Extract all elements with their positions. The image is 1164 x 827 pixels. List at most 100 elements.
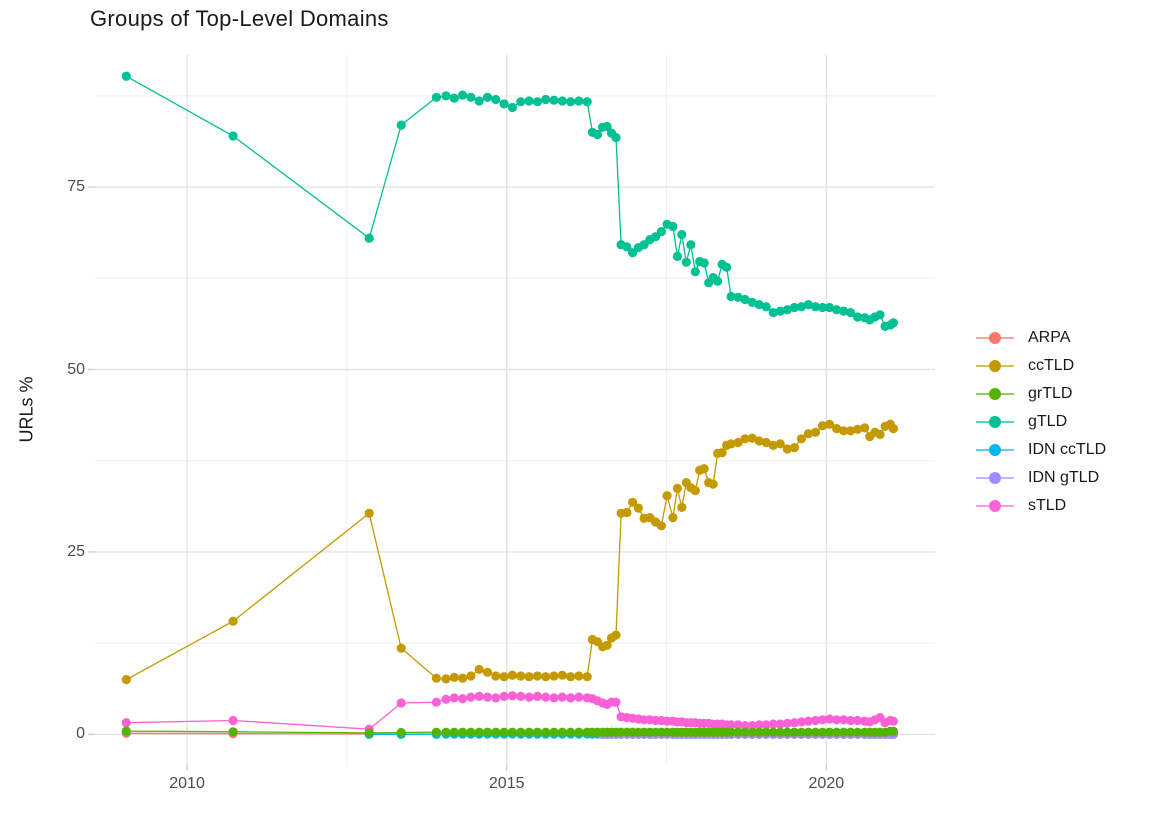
data-point xyxy=(726,727,736,737)
data-point xyxy=(853,727,863,737)
data-point xyxy=(839,306,849,316)
data-point xyxy=(782,727,792,737)
data-point xyxy=(611,630,621,640)
data-point xyxy=(681,257,691,267)
data-point xyxy=(690,486,700,496)
data-point xyxy=(888,726,899,737)
data-point xyxy=(121,718,131,728)
legend-entry-sTLD: sTLD xyxy=(976,492,1106,520)
data-point xyxy=(677,229,687,240)
data-point xyxy=(789,718,800,728)
data-point xyxy=(524,727,534,737)
data-point xyxy=(810,302,821,312)
data-point xyxy=(817,302,828,313)
data-point xyxy=(441,694,451,704)
chart-title: Groups of Top-Level Domains xyxy=(90,6,389,31)
data-point xyxy=(602,121,612,132)
data-point xyxy=(668,221,678,232)
data-point xyxy=(499,99,509,109)
series-ccTLD xyxy=(121,419,899,685)
data-point xyxy=(699,464,709,474)
data-point xyxy=(733,292,743,302)
data-point xyxy=(532,671,543,681)
data-point xyxy=(574,727,584,737)
data-point xyxy=(875,310,885,320)
data-point xyxy=(824,714,835,724)
data-point xyxy=(458,727,468,737)
data-point xyxy=(747,727,757,737)
data-point xyxy=(817,421,828,431)
data-point xyxy=(566,727,576,737)
data-point xyxy=(474,96,484,106)
data-point xyxy=(482,92,493,102)
data-point xyxy=(782,444,792,454)
data-point xyxy=(677,502,687,512)
data-point xyxy=(628,497,638,507)
data-point xyxy=(507,102,517,113)
data-point xyxy=(853,312,863,322)
data-point xyxy=(474,691,484,702)
data-point xyxy=(796,434,807,444)
data-point xyxy=(458,90,468,100)
legend-key-icon xyxy=(976,415,1014,429)
data-point xyxy=(524,672,534,682)
data-point xyxy=(839,426,849,436)
data-point xyxy=(549,671,559,681)
data-point xyxy=(228,715,238,726)
y-tick-label: 75 xyxy=(67,178,85,196)
data-point xyxy=(824,302,835,313)
data-point xyxy=(431,673,441,683)
data-point xyxy=(832,715,842,725)
series-grTLD xyxy=(121,726,899,738)
data-point xyxy=(364,508,374,518)
data-point xyxy=(824,419,835,429)
legend-label: sTLD xyxy=(1028,497,1067,514)
legend-key-icon xyxy=(976,499,1014,513)
data-point xyxy=(228,131,238,141)
data-point xyxy=(726,439,736,449)
data-point xyxy=(747,297,757,307)
data-point xyxy=(516,671,526,681)
data-point xyxy=(726,291,736,302)
data-point xyxy=(846,715,856,726)
data-point xyxy=(846,426,856,436)
data-point xyxy=(396,643,406,653)
data-point xyxy=(846,727,856,737)
data-point xyxy=(611,132,621,143)
data-point xyxy=(789,443,800,453)
y-tick-label: 50 xyxy=(67,360,85,378)
x-tick-label: 2015 xyxy=(488,775,525,792)
data-point xyxy=(796,302,807,312)
data-point xyxy=(740,721,750,731)
data-point xyxy=(574,96,584,106)
data-point xyxy=(839,727,849,737)
data-point xyxy=(622,507,632,518)
legend-entry-grTLD: grTLD xyxy=(976,380,1106,408)
data-point xyxy=(466,671,476,681)
data-point xyxy=(782,718,792,729)
data-point xyxy=(574,692,584,702)
data-point xyxy=(499,672,509,682)
grid-minor xyxy=(95,55,935,765)
data-point xyxy=(474,727,484,737)
data-point xyxy=(431,697,441,707)
data-point xyxy=(441,727,451,737)
x-tick-label: 2020 xyxy=(808,775,845,792)
data-point xyxy=(549,95,559,105)
data-point xyxy=(566,672,576,682)
data-point xyxy=(810,715,821,726)
data-point xyxy=(482,692,493,702)
data-point xyxy=(228,727,238,737)
data-point xyxy=(566,693,576,703)
legend-label: grTLD xyxy=(1028,385,1073,402)
data-point xyxy=(796,717,807,727)
data-point xyxy=(499,691,509,702)
data-point xyxy=(507,670,517,680)
data-point xyxy=(740,294,750,305)
data-point xyxy=(541,672,551,682)
data-point xyxy=(686,240,696,250)
data-point xyxy=(708,479,718,489)
data-point xyxy=(431,92,441,102)
data-point xyxy=(656,227,667,237)
legend-entry-ARPA: ARPA xyxy=(976,324,1106,352)
